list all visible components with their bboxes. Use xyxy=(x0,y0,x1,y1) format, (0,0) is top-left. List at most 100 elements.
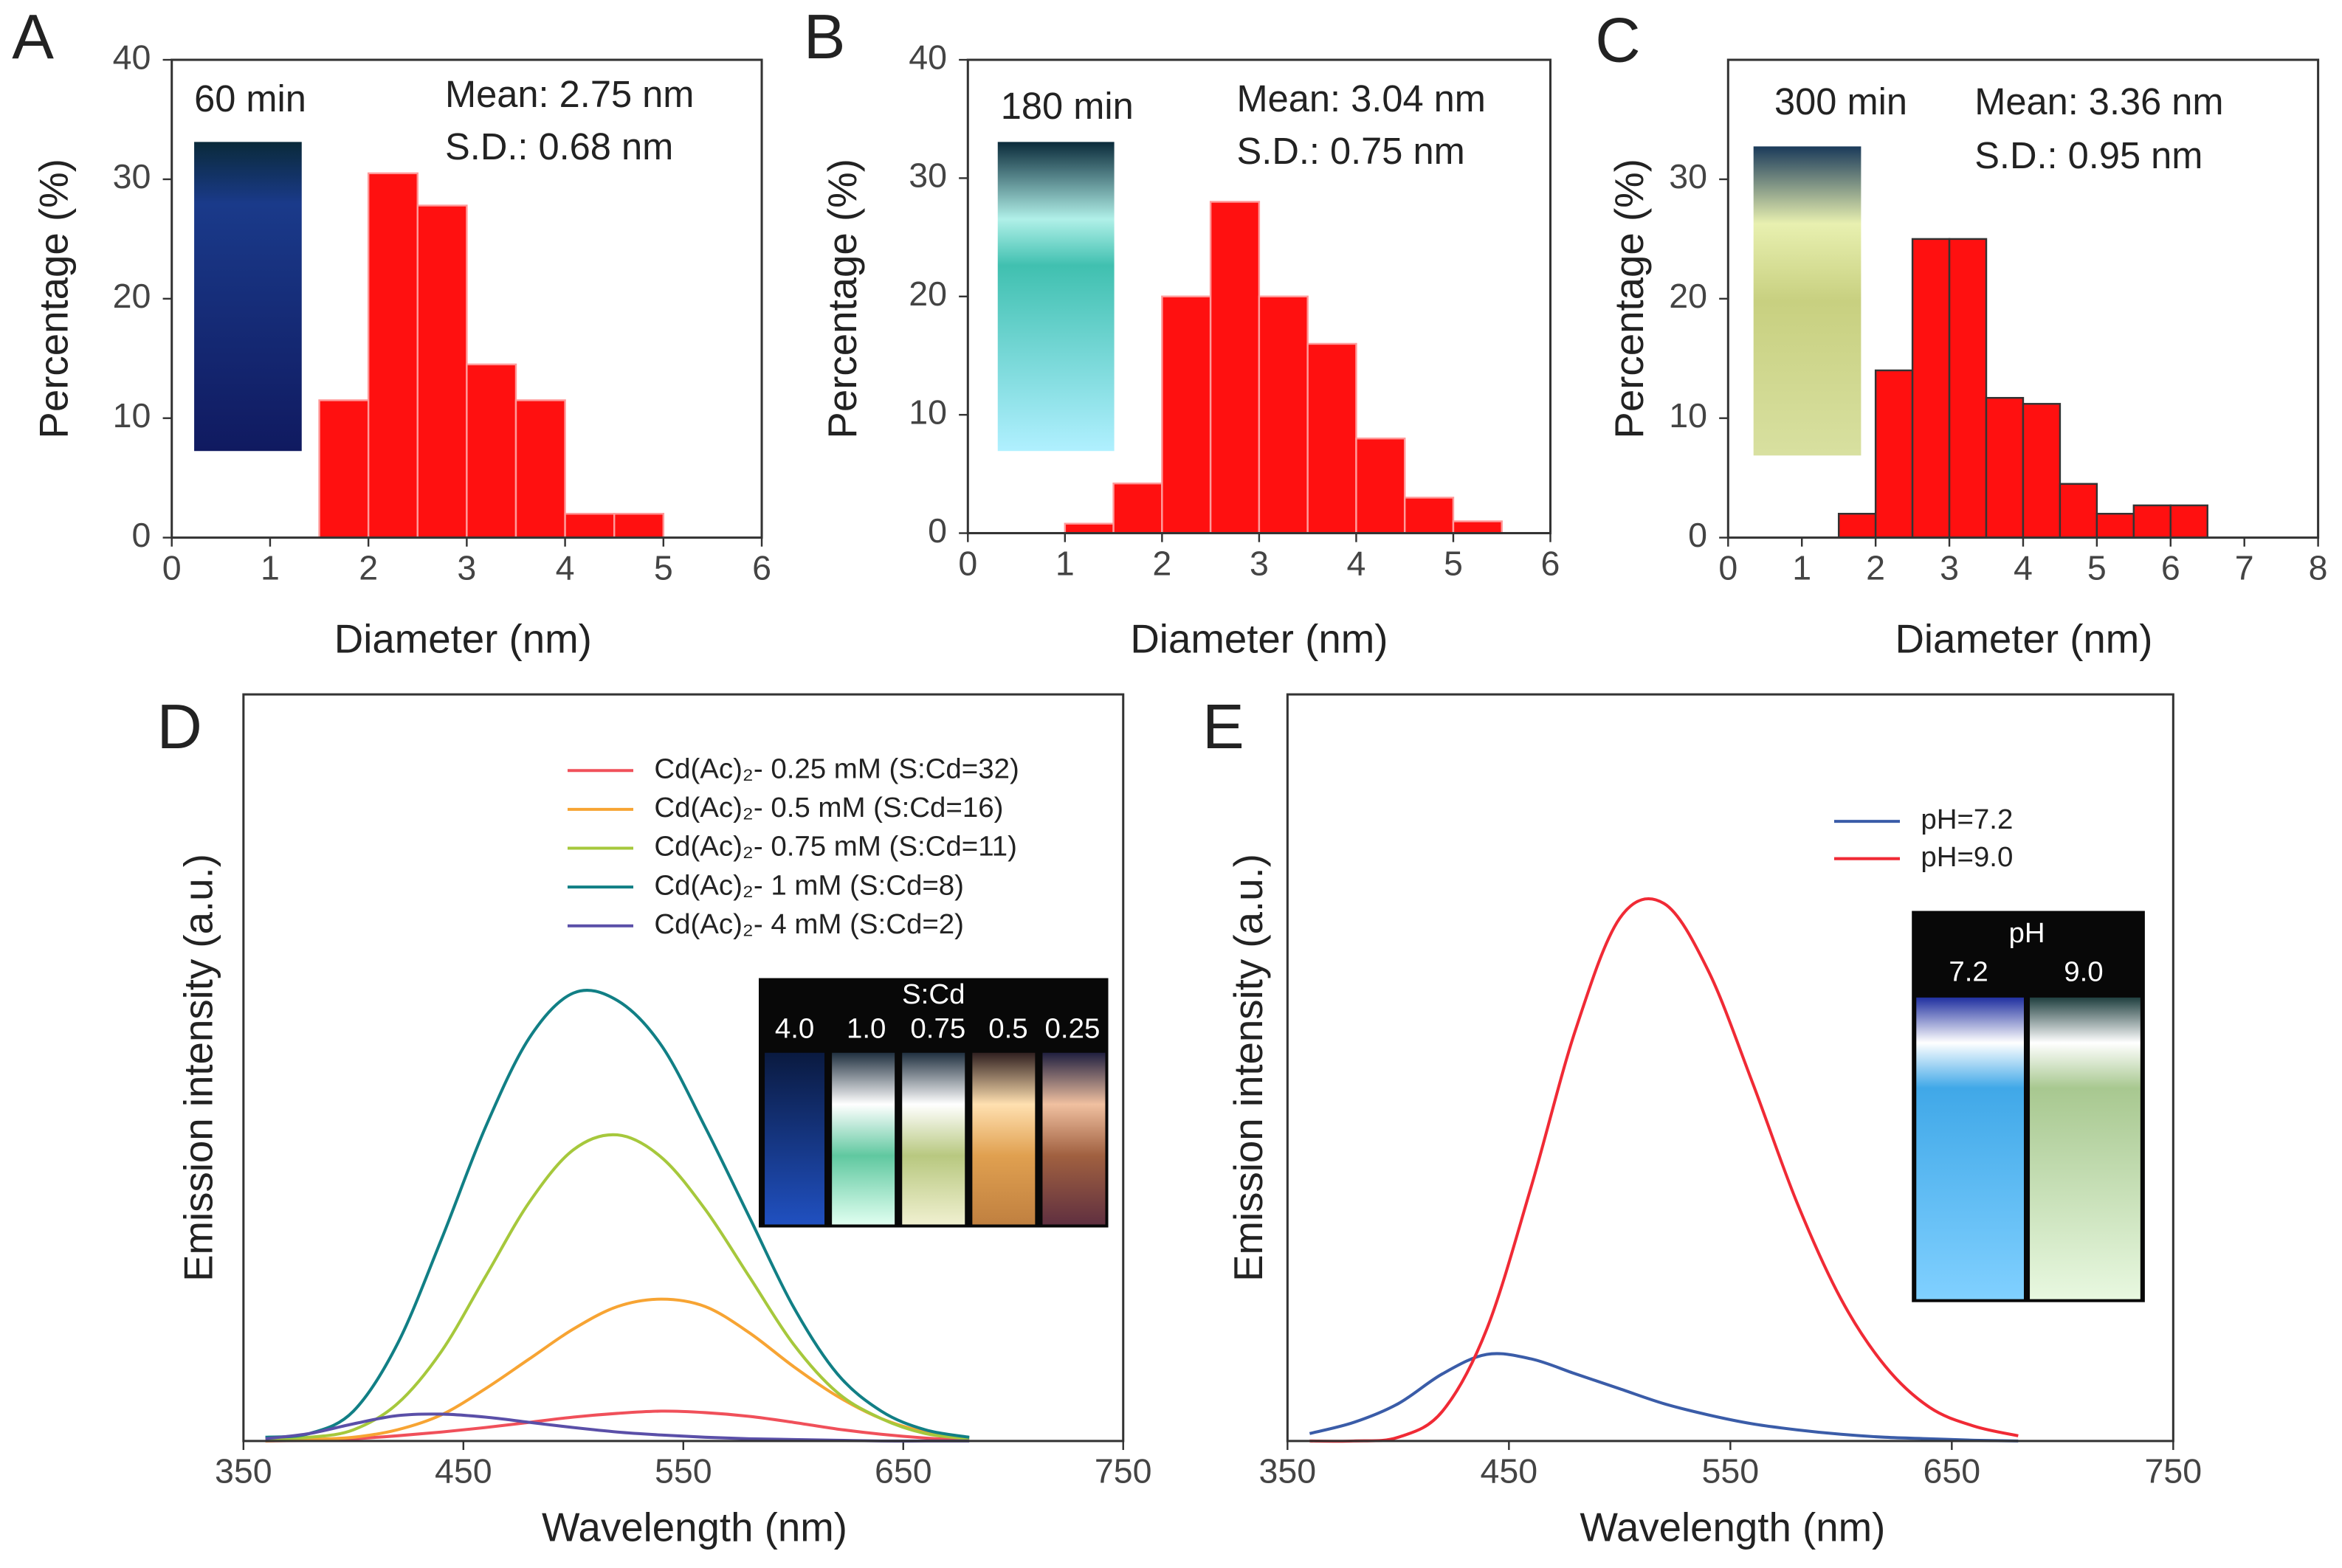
vial-photo xyxy=(194,142,302,452)
histogram-bar xyxy=(1112,482,1163,534)
vial xyxy=(972,1052,1036,1225)
histogram-bar xyxy=(1355,438,1406,534)
x-tick-label: 350 xyxy=(215,1452,272,1491)
inset-label: 0.5 xyxy=(988,1013,1027,1045)
vial xyxy=(832,1052,895,1225)
x-tick-label: 650 xyxy=(875,1452,932,1491)
vial xyxy=(765,1052,825,1225)
histogram-bar xyxy=(2169,504,2208,539)
line-series xyxy=(265,1409,970,1443)
plot-frame xyxy=(1726,58,2320,539)
y-tick-label: 0 xyxy=(131,516,151,554)
x-tick-label: 2 xyxy=(359,548,378,587)
histogram-bar xyxy=(367,172,419,539)
x-tick-label: 1 xyxy=(1792,548,1811,587)
x-tick-label: 6 xyxy=(2161,548,2180,587)
histogram-bar xyxy=(416,204,468,539)
x-tick-label: 450 xyxy=(1481,1452,1538,1491)
histogram-bar xyxy=(2022,403,2062,539)
x-tick-label: 0 xyxy=(1718,548,1737,587)
inset-label: 0.75 xyxy=(910,1013,965,1045)
histogram-bar xyxy=(2095,513,2135,539)
histogram-bar xyxy=(466,363,517,539)
histogram-bar xyxy=(1161,295,1212,534)
histogram-bar xyxy=(1258,295,1309,534)
histogram-bar xyxy=(2059,483,2098,539)
x-tick-label: 450 xyxy=(435,1452,492,1491)
y-tick-label: 0 xyxy=(1688,516,1707,554)
vial-photo xyxy=(997,142,1115,452)
x-tick-label: 5 xyxy=(2087,548,2107,587)
panel-label: D xyxy=(156,692,202,762)
histogram-bar xyxy=(1403,497,1455,534)
y-tick-label: 30 xyxy=(909,156,947,195)
inset-label: 0.25 xyxy=(1045,1013,1101,1045)
y-axis-label: Percentage (%) xyxy=(31,159,76,439)
x-axis-label: Wavelength (nm) xyxy=(1580,1505,1885,1550)
legend-label: Cd(Ac)₂- 0.25 mM (S:Cd=32) xyxy=(654,753,1019,784)
x-tick-label: 550 xyxy=(655,1452,712,1491)
x-tick-label: 0 xyxy=(958,544,977,582)
y-tick-label: 30 xyxy=(1669,157,1707,196)
inset-label: 1.0 xyxy=(847,1013,886,1045)
x-tick-label: 7 xyxy=(2235,548,2254,587)
vial-photo xyxy=(1753,146,1861,456)
y-tick-label: 10 xyxy=(909,393,947,431)
vial xyxy=(1042,1052,1106,1225)
histogram-bar xyxy=(1209,201,1261,534)
line-series xyxy=(265,1133,970,1440)
x-tick-label: 4 xyxy=(2014,548,2033,587)
histogram-bar xyxy=(1911,238,1951,539)
x-tick-label: 6 xyxy=(752,548,771,587)
y-tick-label: 20 xyxy=(113,277,151,315)
y-axis-label: Percentage (%) xyxy=(820,159,865,439)
histogram-bar xyxy=(1948,238,1988,539)
x-tick-label: 3 xyxy=(457,548,476,587)
line-series xyxy=(265,989,970,1439)
inset-title: pH xyxy=(2008,917,2045,949)
histogram-bar xyxy=(1306,342,1357,534)
x-tick-label: 750 xyxy=(1095,1452,1152,1491)
annotation: 180 min xyxy=(1001,85,1134,127)
histogram-bar xyxy=(1985,396,2025,539)
histogram-bar xyxy=(2132,504,2172,539)
legend-label: Cd(Ac)₂- 0.75 mM (S:Cd=11) xyxy=(654,831,1017,863)
inset-label: 9.0 xyxy=(2064,956,2103,988)
annotation: Mean: 3.04 nm xyxy=(1237,77,1486,120)
annotation: S.D.: 0.68 nm xyxy=(445,125,673,167)
y-tick-label: 30 xyxy=(113,157,151,196)
x-axis-label: Diameter (nm) xyxy=(334,617,592,662)
annotation: S.D.: 0.95 nm xyxy=(1974,134,2202,176)
panel-label: C xyxy=(1595,5,1640,75)
plot-frame xyxy=(1286,693,2174,1443)
histogram-bar xyxy=(613,513,665,539)
histogram-bar xyxy=(318,399,370,539)
vial xyxy=(1916,997,2024,1299)
y-tick-label: 10 xyxy=(1669,396,1707,435)
x-tick-label: 550 xyxy=(1702,1452,1760,1491)
inset-label: 4.0 xyxy=(775,1013,814,1045)
annotation: Mean: 2.75 nm xyxy=(445,73,694,115)
y-axis-label: Emission intensity (a.u.) xyxy=(176,854,221,1282)
y-tick-label: 40 xyxy=(909,38,947,76)
plot-frame xyxy=(171,58,763,539)
inset-title: S:Cd xyxy=(902,978,965,1010)
line-series xyxy=(265,1297,970,1443)
legend-label: Cd(Ac)₂- 0.5 mM (S:Cd=16) xyxy=(654,792,1003,823)
inset-photos xyxy=(194,142,2145,1302)
x-tick-label: 1 xyxy=(261,548,280,587)
histogram-bar xyxy=(1064,522,1115,534)
line-series xyxy=(1309,897,2019,1443)
x-tick-label: 8 xyxy=(2309,548,2328,587)
x-tick-label: 3 xyxy=(1250,544,1269,582)
y-tick-label: 10 xyxy=(113,396,151,435)
x-tick-label: 6 xyxy=(1541,544,1560,582)
y-tick-label: 20 xyxy=(1669,277,1707,315)
annotation: S.D.: 0.75 nm xyxy=(1237,130,1465,172)
y-axis-label: Emission intensity (a.u.) xyxy=(1226,854,1271,1282)
annotation: 60 min xyxy=(194,77,306,120)
vial xyxy=(2030,997,2140,1299)
x-tick-label: 2 xyxy=(1866,548,1885,587)
panel-label: A xyxy=(12,2,54,72)
histogram-bar xyxy=(514,399,566,539)
